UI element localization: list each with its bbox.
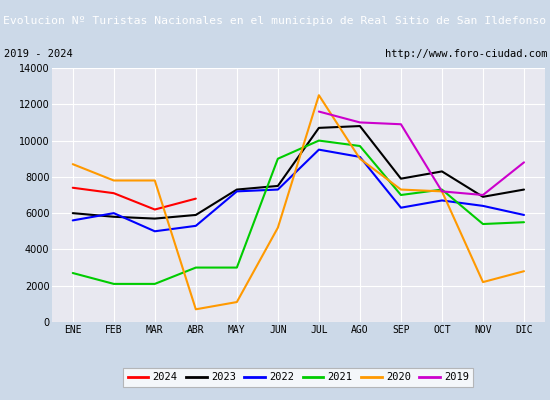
Text: 2019 - 2024: 2019 - 2024 — [4, 49, 73, 59]
Legend: 2024, 2023, 2022, 2021, 2020, 2019: 2024, 2023, 2022, 2021, 2020, 2019 — [123, 368, 474, 387]
Text: Evolucion Nº Turistas Nacionales en el municipio de Real Sitio de San Ildefonso: Evolucion Nº Turistas Nacionales en el m… — [3, 16, 547, 26]
Text: http://www.foro-ciudad.com: http://www.foro-ciudad.com — [385, 49, 547, 59]
